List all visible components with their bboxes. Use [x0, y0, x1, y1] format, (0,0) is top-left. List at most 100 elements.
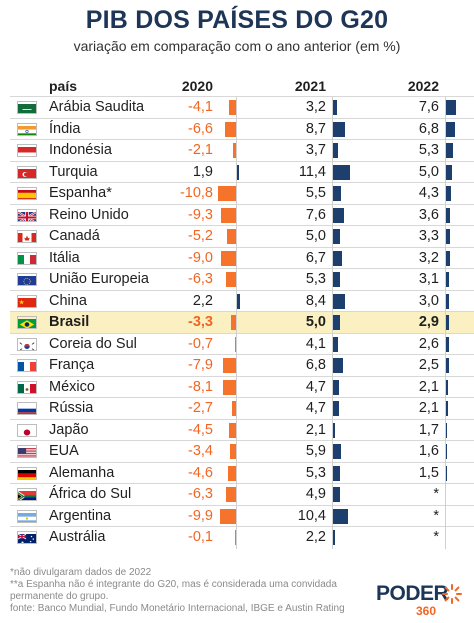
flag-ca-icon	[17, 230, 37, 243]
bar-2022	[445, 100, 457, 115]
table-row: África do Sul -6,3 4,9 *	[10, 483, 474, 505]
value-2021: 8,7	[305, 120, 326, 137]
value-2021: 2,1	[305, 421, 326, 438]
value-2022: 2,1	[418, 378, 439, 395]
country-name: Arábia Saudita	[49, 99, 145, 115]
footnote-line: permanente do grupo.	[10, 591, 109, 602]
value-2022: 6,8	[418, 120, 439, 137]
bar-2021	[332, 379, 340, 395]
flag-sa-icon	[17, 101, 37, 114]
bar-2021	[332, 358, 343, 373]
value-2020: -0,1	[188, 529, 213, 545]
value-2021: 6,7	[305, 249, 326, 266]
value-2022: 2,6	[418, 335, 439, 352]
value-2020: -6,3	[188, 271, 213, 287]
flag-es-icon	[17, 187, 37, 200]
flag-au-icon	[17, 531, 37, 544]
flag-br-icon	[17, 316, 37, 329]
value-2022: 3,0	[418, 292, 439, 309]
bar-2022	[445, 229, 450, 244]
bar-2022	[445, 358, 449, 373]
value-2020: -6,3	[188, 486, 213, 502]
value-2020: 1,9	[192, 163, 213, 180]
value-2022: 1,5	[418, 464, 439, 481]
table-row: México -8,1 4,7 2,1	[10, 375, 474, 398]
country-name: Itália	[49, 249, 80, 266]
country-name: Rússia	[49, 400, 94, 416]
logo-word: PODER	[376, 582, 449, 605]
value-2021: 8,4	[305, 292, 326, 309]
table-row: Turquia 1,9 11,4 5,0	[10, 160, 474, 183]
axis-line-2021	[332, 97, 333, 549]
country-name: China	[49, 292, 87, 309]
value-2021: 10,4	[297, 507, 326, 524]
flag-jp-icon	[17, 423, 37, 437]
bar-2022	[445, 207, 451, 223]
column-header-2022: 2022	[407, 78, 439, 94]
flag-tr-icon	[17, 165, 37, 179]
flag-id-icon	[17, 144, 37, 157]
bar-2021	[332, 164, 350, 180]
bar-2021	[332, 100, 337, 115]
value-2021: 5,3	[305, 271, 326, 287]
value-2020: -8,1	[188, 378, 213, 395]
bar-2022	[445, 293, 450, 309]
bar-2022	[445, 401, 449, 416]
table-row: Arábia Saudita -4,1 3,2 7,6	[10, 96, 474, 118]
value-2021: 4,7	[305, 400, 326, 416]
value-2020: -9,9	[188, 507, 213, 524]
flag-ru-icon	[17, 402, 37, 415]
bar-2022	[445, 422, 448, 438]
bar-2020	[222, 379, 236, 395]
bar-2022	[445, 444, 448, 459]
flag-mx-icon	[17, 380, 37, 394]
bar-2020	[218, 186, 236, 201]
country-name: Coreia do Sul	[49, 335, 137, 352]
value-2022: 3,1	[418, 271, 439, 287]
column-header-country: país	[49, 78, 78, 94]
bar-2020	[228, 465, 236, 481]
bar-2021	[332, 508, 349, 524]
value-2021: 11,4	[298, 163, 326, 180]
value-2022: 1,6	[418, 443, 439, 459]
value-2020: -5,2	[188, 228, 213, 244]
country-name: Espanha*	[49, 185, 112, 201]
value-2021: 4,7	[305, 378, 326, 395]
value-2022: 4,3	[418, 185, 439, 201]
value-2021: 5,5	[305, 185, 326, 201]
bar-2020	[230, 315, 236, 330]
chart-title: PIB DOS PAÍSES DO G20	[85, 6, 389, 34]
table-row: Reino Unido -9,3 7,6 3,6	[10, 203, 474, 226]
bar-2020	[229, 100, 236, 115]
value-2022: *	[433, 507, 439, 524]
value-2022: 3,2	[418, 249, 439, 266]
table-row: Argentina -9,9 10,4 *	[10, 504, 474, 527]
value-2021: 3,7	[305, 142, 326, 158]
country-name: África do Sul	[49, 486, 132, 502]
table-row: União Europeia -6,3 5,3 3,1	[10, 268, 474, 290]
bar-2022	[445, 315, 450, 330]
country-name: Reino Unido	[49, 206, 129, 223]
bar-2022	[445, 121, 455, 137]
flag-ar-icon	[17, 509, 37, 523]
value-2020: -2,1	[188, 142, 213, 158]
bar-2022	[445, 250, 450, 266]
bar-2022	[445, 186, 452, 201]
country-name: México	[49, 378, 95, 395]
bar-2022	[445, 379, 449, 395]
bar-2021	[332, 465, 341, 481]
value-2021: 5,0	[305, 228, 326, 244]
value-2022: 3,6	[418, 206, 439, 223]
footnote-line: *não divulgaram dados de 2022	[10, 567, 152, 578]
value-2021: 7,6	[305, 206, 326, 223]
bar-2021	[332, 315, 340, 330]
value-2022: 2,1	[418, 400, 439, 416]
footnote-line: **a Espanha não é integrante do G20, mas…	[10, 579, 337, 590]
value-2022: 2,9	[418, 314, 439, 330]
bar-2021	[332, 530, 336, 545]
bar-2021	[332, 207, 344, 223]
table-row: Espanha* -10,8 5,5 4,3	[10, 182, 474, 204]
bar-2021	[332, 293, 346, 309]
flag-kr-icon	[17, 337, 37, 351]
table-row: Alemanha -4,6 5,3 1,5	[10, 461, 474, 484]
